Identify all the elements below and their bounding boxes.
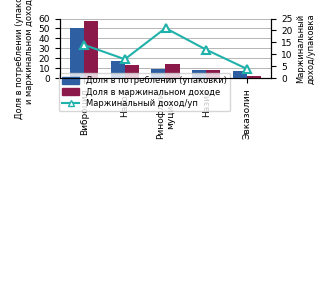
Legend: Доля в потреблении (упаковки), Доля в маржинальном доходе, Маржинальный доход/уп: Доля в потреблении (упаковки), Доля в ма…	[59, 73, 230, 112]
Bar	[166, 64, 180, 78]
Bar	[247, 76, 261, 78]
Y-axis label: Доля в потреблении (упаковки)
и маржинальном доходе: Доля в потреблении (упаковки) и маржинал…	[15, 0, 34, 119]
Bar	[111, 61, 125, 78]
Bar	[192, 70, 206, 78]
Y-axis label: Маржинальный
доход/упаковка: Маржинальный доход/упаковка	[297, 13, 316, 84]
Bar	[233, 71, 247, 78]
Bar	[125, 65, 139, 78]
Bar	[70, 29, 84, 78]
Bar	[84, 22, 98, 78]
Bar	[206, 70, 220, 78]
Bar	[151, 69, 166, 78]
